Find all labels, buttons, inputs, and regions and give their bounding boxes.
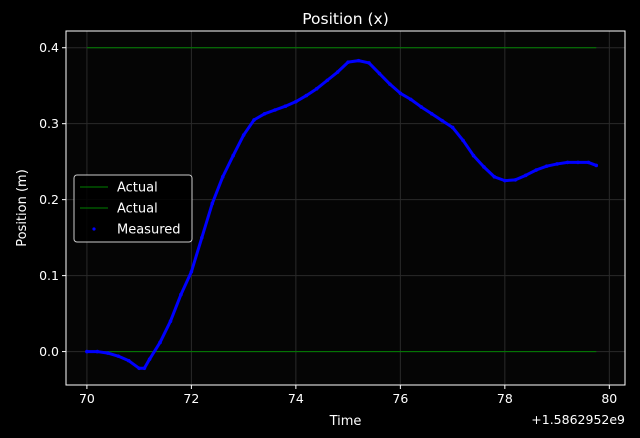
measured-point-10 bbox=[179, 292, 183, 297]
legend-label-measured: Measured bbox=[117, 223, 181, 238]
series-layer bbox=[85, 47, 599, 371]
measured-point-47 bbox=[565, 160, 570, 165]
measured-point-29 bbox=[377, 71, 382, 76]
measured-point-19 bbox=[273, 108, 277, 112]
measured-point-22 bbox=[304, 93, 309, 98]
plot-frame bbox=[65, 30, 626, 386]
measured-point-9 bbox=[168, 319, 173, 323]
legend-box bbox=[73, 174, 193, 243]
measured-point-3 bbox=[116, 354, 121, 358]
measured-point-36 bbox=[450, 125, 455, 130]
y-tick-label-0: 0.0 bbox=[39, 344, 59, 359]
measured-point-12 bbox=[200, 235, 204, 240]
legend: Actual Actual Measured bbox=[73, 174, 193, 243]
measured-point-35 bbox=[440, 118, 444, 123]
measured-point-13 bbox=[210, 201, 215, 206]
x-tick-label-0: 70 bbox=[79, 391, 95, 406]
x-tick-label-5: 80 bbox=[601, 391, 617, 406]
measured-point-38 bbox=[471, 153, 476, 158]
measured-point-32 bbox=[409, 97, 413, 102]
x-axis-label: Time bbox=[329, 414, 362, 429]
measured-point-11 bbox=[189, 270, 194, 274]
measured-point-17 bbox=[252, 118, 256, 122]
y-axis-label: Position (m) bbox=[15, 169, 30, 247]
y-tick-label-4: 0.4 bbox=[39, 40, 59, 55]
measured-point-30 bbox=[388, 82, 392, 86]
measured-point-27 bbox=[356, 58, 361, 63]
measured-point-39 bbox=[482, 165, 486, 169]
x-tick-label-1: 72 bbox=[183, 391, 199, 406]
legend-label-actual-2: Actual bbox=[117, 202, 158, 217]
measured-point-49 bbox=[586, 160, 591, 165]
measured-point-2 bbox=[105, 351, 110, 355]
measured-point-50 bbox=[594, 163, 599, 168]
measured-point-26 bbox=[346, 60, 350, 64]
measured-point-43 bbox=[523, 173, 528, 178]
measured-point-16 bbox=[241, 133, 246, 137]
measured-point-24 bbox=[325, 78, 330, 83]
measured-point-45 bbox=[544, 164, 549, 169]
measured-point-48 bbox=[576, 160, 580, 165]
legend-swatch-measured bbox=[92, 227, 96, 231]
measured-point-4 bbox=[126, 358, 131, 363]
measured-point-8 bbox=[158, 340, 162, 345]
measured-point-41 bbox=[503, 178, 507, 183]
measured-point-37 bbox=[461, 138, 465, 143]
measured-point-25 bbox=[335, 70, 340, 74]
measured-point-31 bbox=[398, 91, 403, 96]
y-tick-label-3: 0.3 bbox=[39, 116, 59, 131]
chart-title: Position (x) bbox=[302, 10, 389, 28]
measured-point-1 bbox=[95, 349, 100, 354]
measured-point-33 bbox=[419, 105, 424, 109]
measured-point-15 bbox=[231, 153, 235, 158]
measured-point-20 bbox=[283, 104, 288, 109]
x-axis-offset: +1.5862952e9 bbox=[531, 412, 625, 427]
x-tick-label-3: 76 bbox=[392, 391, 408, 406]
measured-point-42 bbox=[513, 178, 518, 182]
y-tick-label-1: 0.1 bbox=[39, 268, 59, 283]
measured-point-34 bbox=[429, 112, 434, 116]
x-tick-label-2: 74 bbox=[288, 391, 304, 406]
measured-point-28 bbox=[367, 61, 371, 65]
measured-point-44 bbox=[534, 168, 538, 172]
measured-point-21 bbox=[294, 99, 298, 104]
measured-point-40 bbox=[492, 175, 497, 179]
legend-label-actual-1: Actual bbox=[117, 181, 158, 196]
measured-point-6 bbox=[142, 366, 147, 371]
measured-point-5 bbox=[137, 366, 141, 371]
measured-point-0 bbox=[85, 349, 89, 354]
x-tick-label-4: 78 bbox=[497, 391, 513, 406]
measured-point-23 bbox=[314, 86, 319, 91]
y-tick-label-2: 0.2 bbox=[39, 192, 59, 207]
measured-point-18 bbox=[262, 112, 267, 116]
measured-point-14 bbox=[220, 175, 225, 179]
measured-point-46 bbox=[555, 162, 559, 166]
axes: 70 72 74 76 78 80 0.0 0.1 0.2 0.3 0.4 bbox=[39, 40, 617, 406]
measured-point-7 bbox=[147, 357, 152, 361]
